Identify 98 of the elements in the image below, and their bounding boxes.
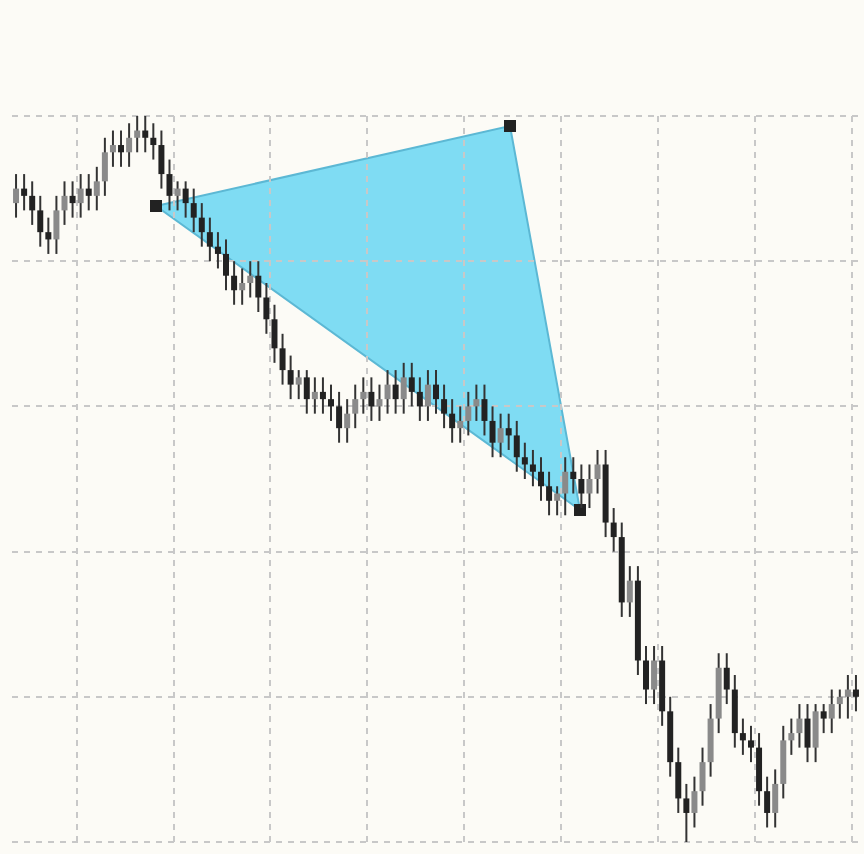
candlestick <box>392 369 399 415</box>
candlestick <box>586 463 593 510</box>
candlestick <box>85 173 92 212</box>
candlestick <box>731 674 738 749</box>
candlestick <box>182 180 189 219</box>
candlestick <box>747 724 754 764</box>
candlestick <box>723 652 730 706</box>
candlestick <box>626 565 633 618</box>
candlestick <box>529 448 536 488</box>
candlestick <box>852 674 859 713</box>
candlestick <box>812 703 819 764</box>
candlestick <box>473 383 480 422</box>
candlestick <box>295 369 302 401</box>
candlestick <box>319 376 326 415</box>
candlestick <box>675 746 682 814</box>
candlestick <box>352 383 359 430</box>
candlestick <box>142 115 149 154</box>
candlestick <box>465 390 472 437</box>
candlestick <box>408 361 415 408</box>
candlestick <box>239 267 246 306</box>
candlestick <box>828 688 835 735</box>
candlestick <box>433 369 439 415</box>
candlestick <box>13 173 20 219</box>
candlestick <box>271 303 278 364</box>
candlestick <box>336 390 343 444</box>
candlestick <box>400 361 407 415</box>
candlestick <box>198 202 205 248</box>
candlestick <box>505 412 512 451</box>
candlestick <box>109 129 116 168</box>
candlestick <box>699 746 706 807</box>
candlestick <box>376 383 383 422</box>
candlestick <box>118 129 125 168</box>
candlestick <box>158 129 165 190</box>
candlestick <box>231 260 238 306</box>
candlestick <box>77 173 84 219</box>
candlestick <box>683 782 690 843</box>
candlestick <box>21 173 28 212</box>
candlestick <box>651 644 658 706</box>
candlestick <box>691 775 698 829</box>
candlestick <box>521 441 528 480</box>
candlestick <box>554 485 561 517</box>
candlestick <box>45 216 52 255</box>
candlestick <box>311 376 318 415</box>
candlestick <box>368 376 375 422</box>
candlestick <box>190 187 197 234</box>
candlestick <box>537 456 544 502</box>
candlestick <box>441 383 448 430</box>
candlestick <box>255 260 262 314</box>
candlestick <box>546 470 553 517</box>
candlestick <box>101 136 108 197</box>
candlestick <box>360 376 367 415</box>
candlestick <box>764 775 771 829</box>
candlestick <box>481 383 488 437</box>
candlestick <box>562 456 569 517</box>
candlestick <box>497 412 504 459</box>
candlestick <box>247 260 254 299</box>
candlestick <box>29 180 36 226</box>
candlestick <box>772 768 779 829</box>
candlestick <box>570 456 577 495</box>
candlestick <box>449 398 456 444</box>
candlestick <box>788 717 795 756</box>
candlestick <box>344 398 351 444</box>
candlestick <box>756 732 763 807</box>
candlestick <box>263 281 270 335</box>
candlestick <box>214 231 221 270</box>
candlestick <box>820 703 827 735</box>
candlestick <box>69 180 76 219</box>
candlestick <box>457 405 464 444</box>
candlestick <box>37 194 44 248</box>
candlestick <box>166 158 173 212</box>
candlestick <box>174 180 181 212</box>
candlestick <box>303 369 310 415</box>
candlestick <box>489 405 496 459</box>
candlestick <box>150 122 157 161</box>
candlestick <box>780 724 787 800</box>
candlestick <box>844 674 851 720</box>
candlestick <box>279 332 286 386</box>
candlestick <box>53 194 60 255</box>
candlestick <box>642 644 649 706</box>
candlestick <box>836 688 843 720</box>
candlestick <box>707 703 714 778</box>
candlestick <box>610 507 617 553</box>
candlestick <box>126 122 133 168</box>
candlestick <box>804 703 811 764</box>
candlestick <box>93 165 100 212</box>
candlestick <box>796 703 803 749</box>
candlestick <box>223 238 230 292</box>
candlestick <box>206 216 213 263</box>
candlestick <box>416 376 423 422</box>
candlestick <box>594 448 601 495</box>
candlestick <box>287 354 294 401</box>
candlestick <box>328 383 335 422</box>
candlestick <box>513 419 520 473</box>
candlestick <box>384 369 391 415</box>
candlestick <box>61 180 68 226</box>
candlestick <box>134 115 141 154</box>
candlestick <box>424 369 431 422</box>
candlestick <box>739 717 746 756</box>
